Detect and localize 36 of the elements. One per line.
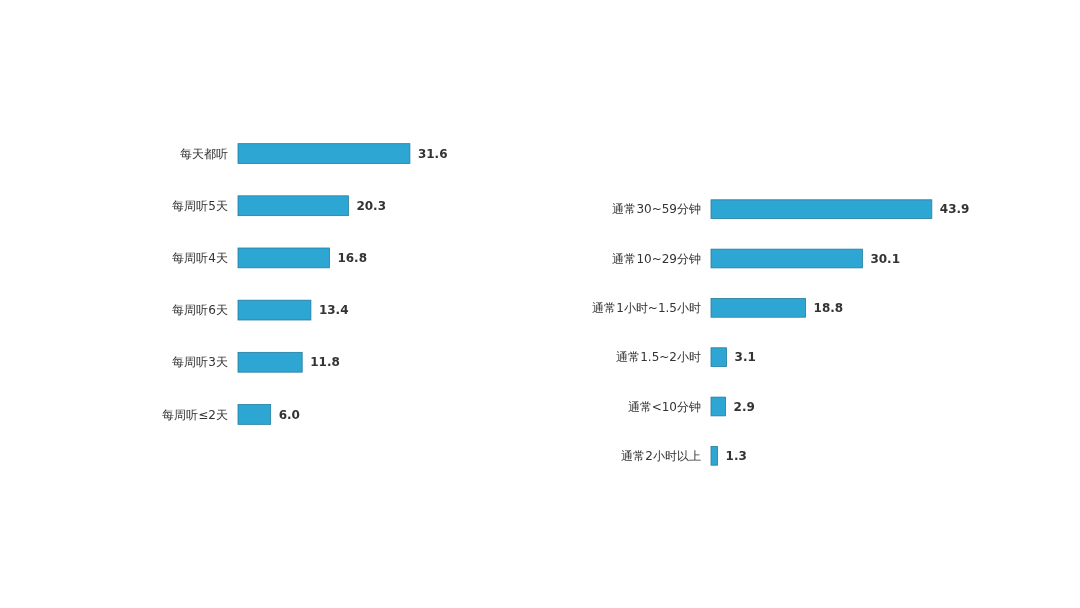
bar bbox=[237, 247, 330, 269]
data-label: 11.8 bbox=[310, 355, 340, 370]
y-tick-label: 每周听5天 bbox=[172, 198, 228, 213]
y-tick-label: 通常<10分钟 bbox=[627, 399, 701, 414]
y-tick-label: 通常10~29分钟 bbox=[612, 251, 701, 266]
y-tick-label: 每周听3天 bbox=[172, 355, 228, 370]
y-tick-label: 通常30~59分钟 bbox=[612, 202, 701, 217]
data-label: 31.6 bbox=[417, 146, 448, 161]
data-label: 6.0 bbox=[278, 407, 300, 422]
y-tick-label: 每周听4天 bbox=[172, 251, 228, 266]
bar bbox=[237, 299, 312, 321]
bar bbox=[237, 351, 303, 373]
data-label: 13.4 bbox=[318, 303, 349, 318]
bar bbox=[710, 396, 726, 417]
y-tick-label: 通常1小时~1.5小时 bbox=[592, 301, 701, 316]
data-label: 20.3 bbox=[356, 198, 387, 213]
y-tick-label: 每天都听 bbox=[180, 146, 228, 161]
data-label: 3.1 bbox=[734, 350, 756, 365]
bar bbox=[710, 199, 933, 219]
bar bbox=[237, 404, 272, 425]
bar bbox=[710, 446, 718, 466]
bar bbox=[237, 195, 349, 217]
data-label: 2.9 bbox=[733, 399, 755, 414]
bar bbox=[710, 347, 727, 367]
bar bbox=[237, 143, 411, 164]
data-label: 43.9 bbox=[939, 202, 970, 217]
data-label: 30.1 bbox=[870, 251, 901, 266]
y-tick-label: 每周听6天 bbox=[172, 303, 228, 318]
data-label: 18.8 bbox=[813, 301, 844, 316]
y-tick-label: 每周听≤2天 bbox=[162, 407, 228, 422]
data-label: 16.8 bbox=[337, 251, 367, 266]
data-label: 1.3 bbox=[725, 449, 747, 464]
y-tick-label: 通常2小时以上 bbox=[621, 449, 701, 464]
y-tick-label: 通常1.5~2小时 bbox=[616, 350, 701, 365]
bar bbox=[710, 298, 806, 318]
bar bbox=[710, 248, 863, 269]
